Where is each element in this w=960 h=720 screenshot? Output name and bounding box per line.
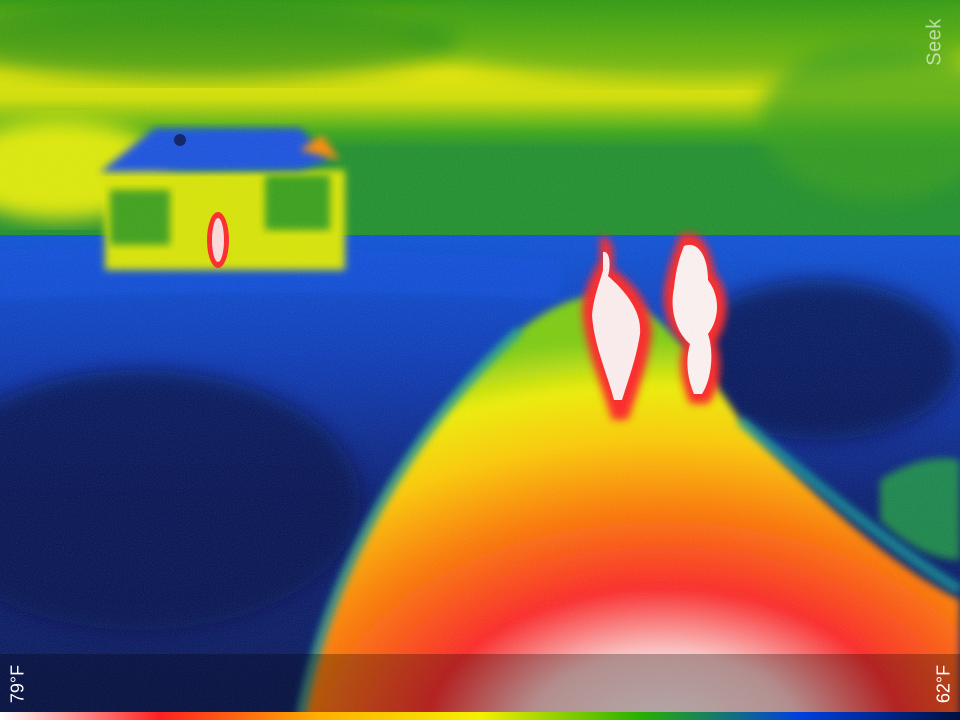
brand-watermark-text: Seek — [923, 18, 946, 66]
max-temperature-label: 79°F — [8, 662, 28, 706]
max-temperature-value: 79°F — [7, 664, 28, 704]
temperature-overlay — [0, 654, 960, 712]
color-palette-bar — [0, 712, 960, 720]
brand-watermark: Seek — [924, 12, 946, 72]
min-temperature-value: 62°F — [933, 664, 954, 704]
min-temperature-label: 62°F — [934, 662, 954, 706]
